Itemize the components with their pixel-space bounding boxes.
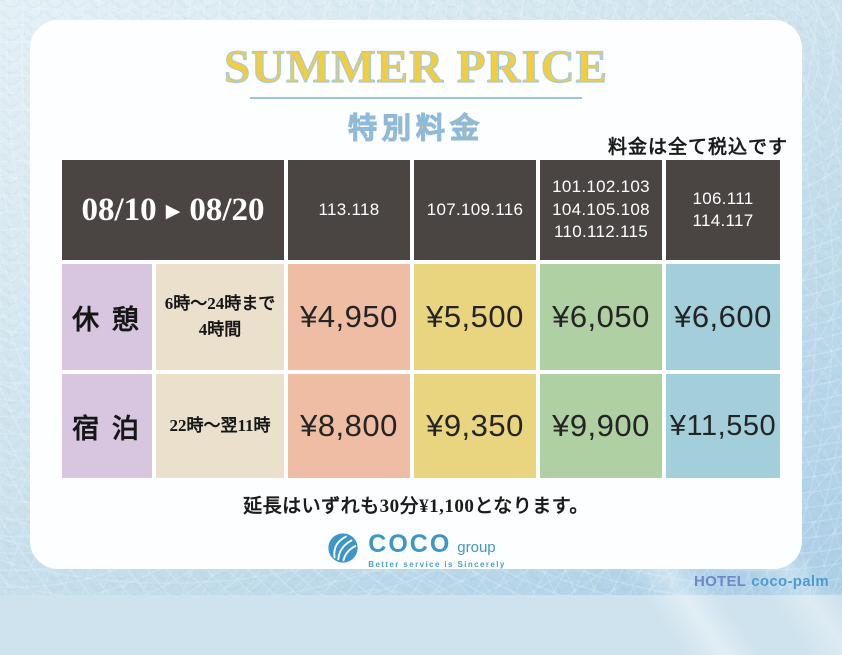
- price-card: SUMMER PRICE 特別料金 料金は全て税込です 08/10 ▶ 08/2…: [30, 20, 802, 569]
- page-title: SUMMER PRICE: [223, 40, 609, 93]
- coco-logo-icon: [326, 531, 360, 570]
- time-cell: 22時〜翌11時: [156, 374, 284, 478]
- subtitle: 特別料金: [347, 113, 484, 146]
- price-cell: ¥6,600: [666, 264, 780, 370]
- room-group-cell: 106.111 114.117: [666, 160, 780, 260]
- room-line: 101.102.103: [552, 177, 650, 197]
- room-line: 114.117: [692, 211, 754, 230]
- hotel-brand-name: coco-palm: [751, 573, 829, 590]
- price-cell: ¥6,050: [540, 264, 662, 370]
- arrow-right-icon: ▶: [165, 200, 181, 222]
- row-label-cell: 宿 泊: [62, 374, 152, 478]
- price-cell: ¥8,800: [288, 374, 410, 478]
- room-group-cell: 113.118: [288, 160, 410, 260]
- room-line: 110.112.115: [553, 222, 649, 242]
- price-cell: ¥5,500: [414, 264, 536, 370]
- room-line: 106.111: [692, 188, 754, 208]
- row-label-cell: 休 憩: [62, 264, 152, 370]
- logo-tagline: Better service is Sincerely: [368, 560, 506, 569]
- price-table: 08/10 ▶ 08/20 113.118 107.109.116 101.10…: [62, 160, 780, 478]
- logo-name: COCO: [368, 530, 452, 558]
- date-range-cell: 08/10 ▶ 08/20: [62, 160, 284, 260]
- price-cell: ¥9,900: [540, 374, 662, 478]
- logo-text: COCO group Better service is Sincerely: [368, 530, 506, 570]
- price-cell: ¥9,350: [414, 374, 536, 478]
- date-to: 08/20: [189, 191, 265, 228]
- room-line: 104.105.108: [552, 199, 650, 219]
- time-line: 4時間: [198, 320, 242, 339]
- date-from: 08/10: [81, 191, 157, 228]
- coco-group-logo: COCO group Better service is Sincerely: [30, 531, 802, 570]
- room-group-cell: 107.109.116: [414, 160, 536, 260]
- tax-note: 料金は全て税込です: [607, 137, 788, 158]
- room-line: 113.118: [318, 199, 380, 219]
- logo-suffix: group: [457, 539, 496, 556]
- room-group-cell: 101.102.103 104.105.108 110.112.115: [540, 160, 662, 260]
- hotel-brand-prefix: HOTEL: [693, 573, 747, 590]
- price-cell: ¥11,550: [666, 374, 780, 478]
- time-cell: 6時〜24時まで 4時間: [156, 264, 284, 370]
- room-line: 107.109.116: [426, 199, 524, 219]
- time-line: 22時〜翌11時: [169, 415, 271, 435]
- title-divider: [250, 97, 582, 99]
- time-line: 6時〜24時まで: [164, 293, 276, 313]
- extension-note: 延長はいずれも30分¥1,100となります。: [243, 496, 589, 517]
- hotel-brand: HOTEL coco-palm: [694, 573, 829, 590]
- price-cell: ¥4,950: [288, 264, 410, 370]
